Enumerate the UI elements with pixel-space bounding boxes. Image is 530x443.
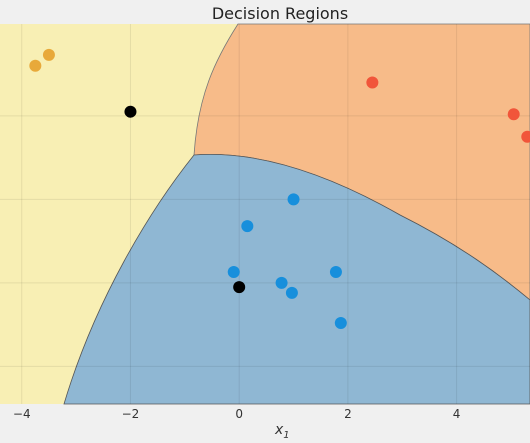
data-point bbox=[227, 266, 240, 279]
data-point bbox=[287, 193, 300, 206]
region-blue bbox=[63, 153, 530, 405]
data-point bbox=[124, 105, 137, 118]
x-axis-ticks: −4 −2 0 2 4 bbox=[13, 407, 461, 421]
data-point bbox=[521, 130, 530, 143]
data-point bbox=[285, 286, 298, 299]
data-point bbox=[275, 276, 288, 289]
x-tick-label: −2 bbox=[122, 407, 140, 421]
x-tick-label: 4 bbox=[453, 407, 461, 421]
grid-lines bbox=[0, 24, 530, 404]
data-point bbox=[329, 266, 342, 279]
x-tick-label: −4 bbox=[13, 407, 31, 421]
data-point bbox=[241, 220, 254, 233]
data-point bbox=[29, 59, 42, 72]
data-point bbox=[42, 48, 55, 61]
data-point bbox=[507, 108, 520, 121]
chart-title: Decision Regions bbox=[212, 4, 348, 23]
data-point bbox=[233, 281, 246, 294]
data-points bbox=[29, 48, 530, 329]
x-axis-label: x1 bbox=[274, 422, 290, 441]
data-point bbox=[334, 316, 347, 329]
x-axis-label-subscript: 1 bbox=[283, 430, 289, 441]
data-point bbox=[366, 76, 379, 89]
x-axis-label-text: x bbox=[274, 422, 284, 438]
x-tick-label: 0 bbox=[235, 407, 243, 421]
decision-regions bbox=[0, 23, 530, 405]
x-tick-label: 2 bbox=[344, 407, 352, 421]
